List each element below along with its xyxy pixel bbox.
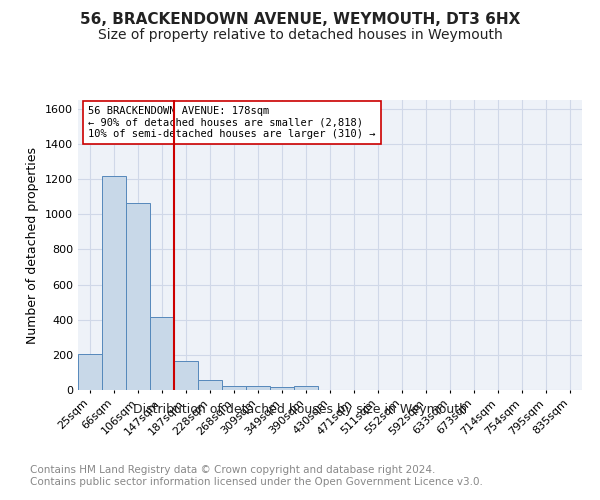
Bar	[150, 317, 174, 390]
Y-axis label: Number of detached properties: Number of detached properties	[26, 146, 40, 344]
Bar	[222, 386, 246, 390]
Bar	[270, 388, 294, 390]
Text: 56 BRACKENDOWN AVENUE: 178sqm
← 90% of detached houses are smaller (2,818)
10% o: 56 BRACKENDOWN AVENUE: 178sqm ← 90% of d…	[88, 106, 376, 139]
Bar	[294, 386, 318, 390]
Text: Contains HM Land Registry data © Crown copyright and database right 2024.
Contai: Contains HM Land Registry data © Crown c…	[30, 465, 483, 486]
Bar	[174, 361, 198, 390]
Text: 56, BRACKENDOWN AVENUE, WEYMOUTH, DT3 6HX: 56, BRACKENDOWN AVENUE, WEYMOUTH, DT3 6H…	[80, 12, 520, 28]
Bar	[126, 203, 150, 390]
Bar	[78, 354, 102, 390]
Bar	[198, 380, 222, 390]
Text: Distribution of detached houses by size in Weymouth: Distribution of detached houses by size …	[133, 402, 467, 415]
Text: Size of property relative to detached houses in Weymouth: Size of property relative to detached ho…	[98, 28, 502, 42]
Bar	[246, 386, 270, 390]
Bar	[102, 176, 126, 390]
